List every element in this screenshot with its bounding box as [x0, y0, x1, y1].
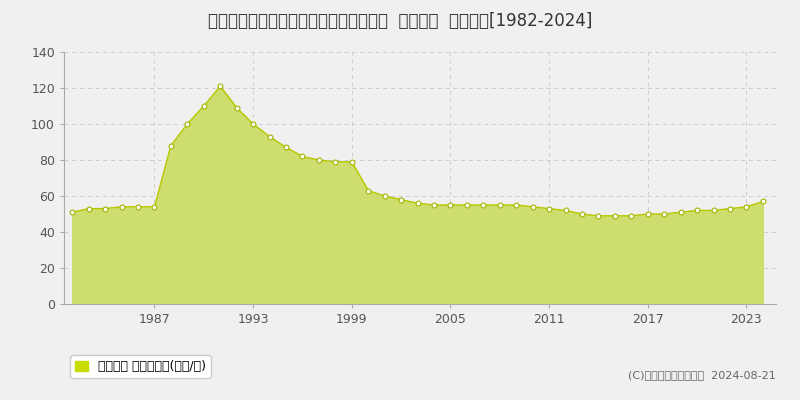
- Text: (C)土地価格ドットコム  2024-08-21: (C)土地価格ドットコム 2024-08-21: [628, 370, 776, 380]
- Legend: 地価公示 平均坪単価(万円/坪): 地価公示 平均坪単価(万円/坪): [70, 355, 210, 378]
- Text: 埼玉県川越市砂新田２丁目１９番２１外  地価公示  地価推移[1982-2024]: 埼玉県川越市砂新田２丁目１９番２１外 地価公示 地価推移[1982-2024]: [208, 12, 592, 30]
